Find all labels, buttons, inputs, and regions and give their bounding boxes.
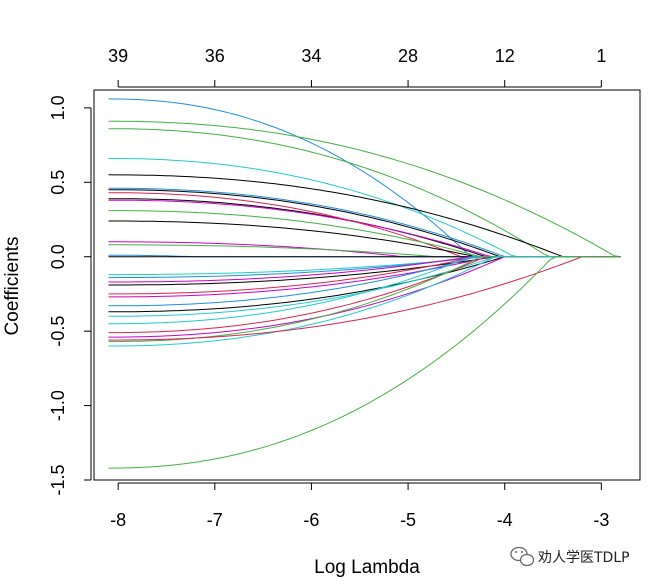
wechat-icon: [510, 546, 535, 567]
series-line-v2: [108, 120, 621, 258]
y-tick-label: 0.5: [48, 170, 68, 195]
y-tick-label: -0.5: [48, 316, 68, 347]
watermark: 劝人学医TDLP: [510, 546, 630, 567]
series-line-v31: [108, 256, 621, 341]
top-tick-label: 34: [301, 46, 321, 66]
x-tick-label: -4: [497, 510, 513, 530]
top-tick-label: 39: [108, 46, 128, 66]
x-tick-label: -3: [593, 510, 609, 530]
y-axis: -1.5 -1.0 -0.5 0.0 0.5 1.0: [48, 95, 92, 496]
series-line-v30: [108, 256, 621, 347]
y-axis-title: Coefficients: [2, 237, 23, 336]
series-layer: [108, 98, 621, 469]
x-axis-title: Log Lambda: [314, 557, 420, 578]
series-line-v32: [108, 256, 621, 469]
x-tick-label: -8: [110, 510, 126, 530]
x-tick-label: -6: [303, 510, 319, 530]
y-tick-label: 1.0: [48, 95, 68, 120]
top-tick-label: 36: [205, 46, 225, 66]
y-tick-label: -1.5: [48, 464, 68, 495]
top-tick-label: 28: [398, 46, 418, 66]
watermark-label: 劝人学医TDLP: [538, 550, 630, 566]
y-tick-label: 0.0: [48, 244, 68, 269]
x-tick-label: -5: [400, 510, 416, 530]
top-tick-label: 1: [596, 46, 606, 66]
x-axis: -8 -7 -6 -5 -4 -3: [110, 482, 609, 530]
series-line-v5: [108, 174, 621, 258]
series-line-v3: [108, 128, 621, 258]
top-axis: 39 36 34 28 12 1: [108, 46, 606, 88]
y-tick-label: -1.0: [48, 390, 68, 421]
top-tick-label: 12: [495, 46, 515, 66]
plot-frame: [93, 89, 641, 481]
x-tick-label: -7: [207, 510, 223, 530]
